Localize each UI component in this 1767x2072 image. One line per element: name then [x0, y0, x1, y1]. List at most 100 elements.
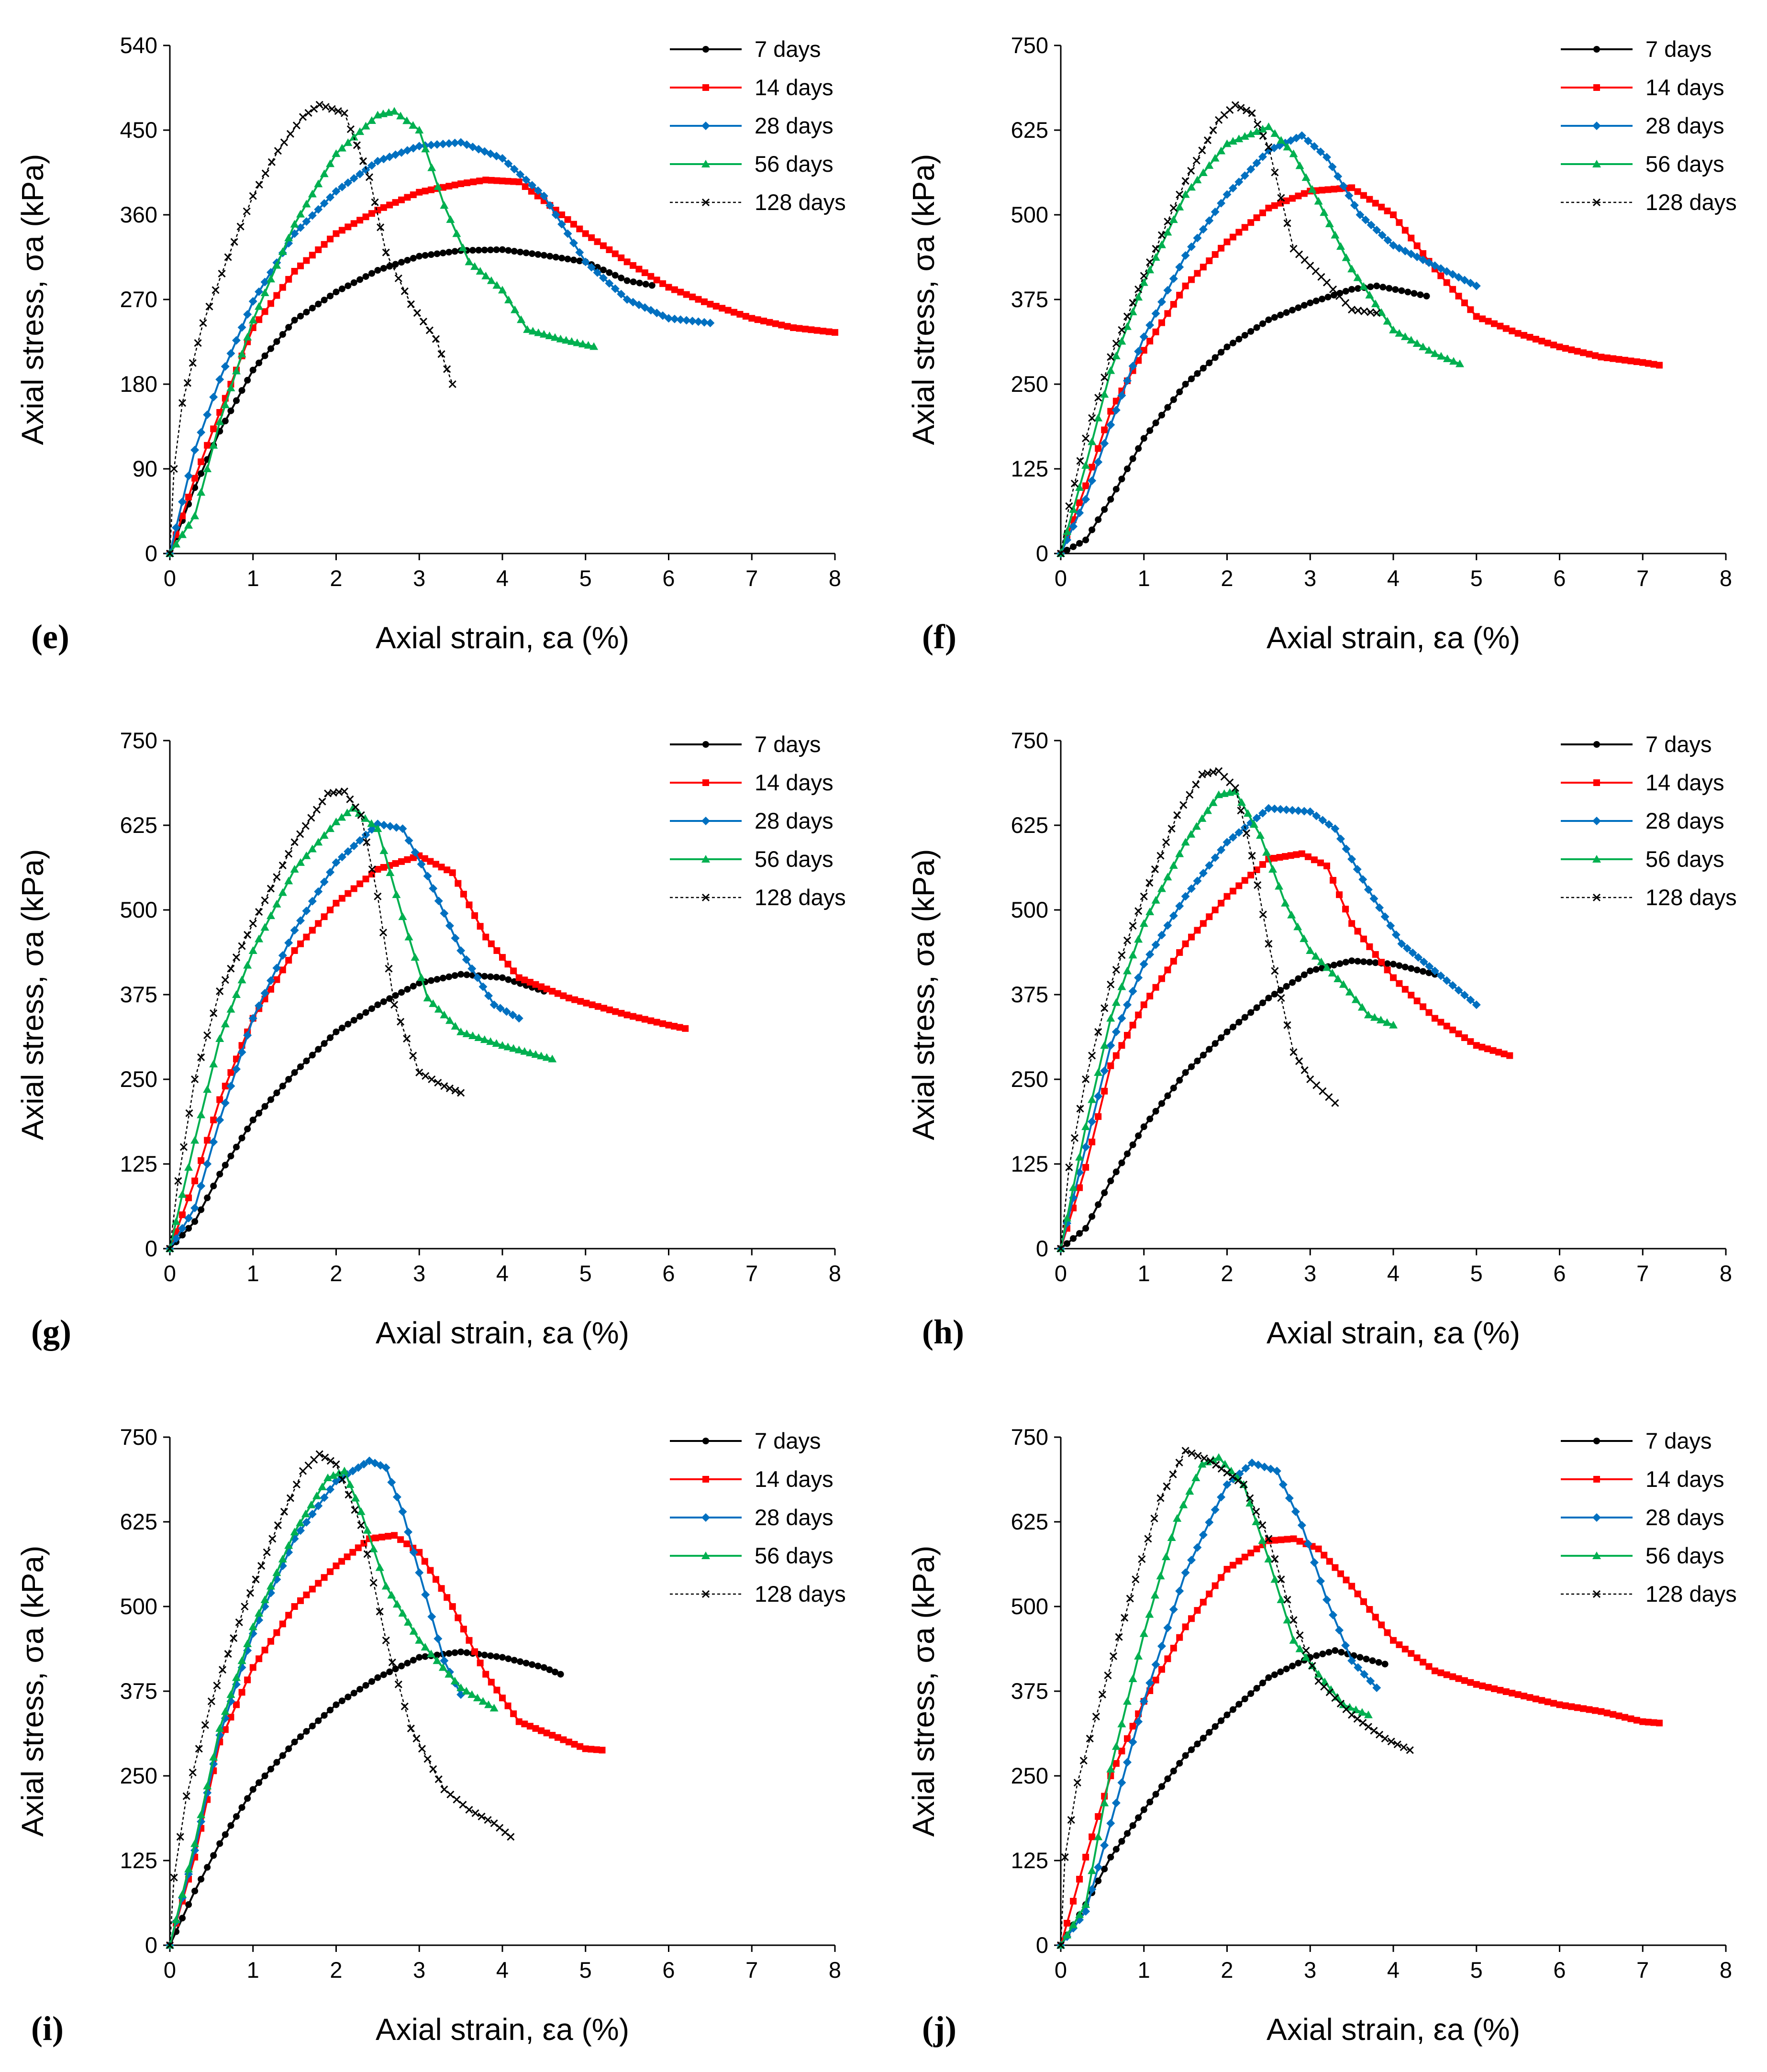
data-point [1264, 1554, 1273, 1562]
data-point [280, 138, 288, 146]
data-point [478, 982, 488, 991]
data-point [243, 332, 252, 341]
data-point [1206, 1590, 1213, 1597]
data-point [226, 1690, 235, 1698]
data-point [1229, 887, 1236, 895]
data-point [1396, 219, 1403, 226]
data-point [481, 973, 488, 980]
data-point [504, 961, 511, 968]
x-stroke [457, 1089, 465, 1097]
data-point [398, 259, 405, 266]
data-point [1615, 356, 1623, 363]
x-stroke [1283, 219, 1291, 227]
data-point [374, 1674, 381, 1681]
panel-label: (g) [31, 1313, 71, 1351]
x-stroke [1112, 966, 1120, 974]
x-tick-label: 8 [829, 1957, 841, 1983]
x-axis-title: Axial strain, εa (%) [376, 1316, 629, 1350]
x-stroke [359, 157, 367, 165]
data-point [467, 964, 477, 973]
data-point [179, 512, 186, 520]
legend-label: 128 days [1645, 1581, 1737, 1607]
data-point [573, 338, 582, 346]
data-point [1295, 250, 1303, 258]
data-point [1203, 806, 1212, 814]
data-point [1431, 1015, 1438, 1022]
data-point [1169, 861, 1178, 869]
data-point [514, 1014, 523, 1023]
data-point [1111, 1742, 1121, 1750]
data-point [1123, 1000, 1132, 1009]
x-stroke [304, 109, 312, 117]
data-point [1485, 318, 1492, 325]
data-point [1425, 969, 1433, 976]
data-point [1330, 877, 1337, 884]
x-tick-label: 8 [1720, 565, 1732, 591]
x-stroke [243, 207, 251, 215]
data-point [1106, 420, 1115, 429]
x-stroke [1592, 1590, 1601, 1598]
x-tick-label: 2 [1221, 1957, 1233, 1983]
data-point [1228, 137, 1237, 145]
data-point [1169, 911, 1178, 920]
data-point [1315, 1545, 1322, 1552]
data-point [428, 977, 435, 984]
data-point [695, 296, 702, 303]
x-tick-label: 4 [496, 1957, 509, 1983]
x-stroke [459, 1801, 467, 1809]
data-point [653, 1019, 660, 1026]
data-point [1436, 264, 1445, 273]
data-point [427, 1567, 434, 1574]
data-point [303, 933, 310, 941]
data-point [1112, 1052, 1120, 1059]
data-point [1067, 1816, 1075, 1824]
data-point [1181, 1447, 1189, 1455]
data-point [1423, 292, 1430, 299]
data-point [1265, 995, 1272, 1002]
data-point [260, 1595, 269, 1603]
x-stroke [1300, 1066, 1309, 1075]
data-point [416, 1549, 423, 1556]
data-point [1259, 861, 1266, 868]
data-point [1295, 1644, 1304, 1652]
data-point [1101, 1087, 1108, 1095]
data-point [1366, 959, 1373, 966]
x-stroke [1086, 1735, 1094, 1743]
x-stroke [1237, 807, 1245, 815]
data-point [190, 445, 200, 454]
data-point [198, 458, 205, 465]
data-point [457, 1648, 465, 1655]
x-axis-title: Axial strain, εa (%) [1267, 1316, 1520, 1350]
data-point [204, 442, 211, 449]
data-point [227, 407, 234, 414]
data-point [1277, 199, 1284, 207]
data-point [445, 249, 453, 256]
data-point [1075, 1152, 1084, 1161]
legend-marker [1593, 1476, 1600, 1483]
data-point [222, 1083, 229, 1090]
data-point [505, 976, 512, 983]
data-point [493, 947, 500, 954]
data-point [179, 1231, 186, 1239]
data-point [1443, 1022, 1450, 1030]
data-point [1295, 161, 1304, 169]
data-point [1615, 1712, 1623, 1719]
data-point [1372, 1683, 1381, 1692]
data-point [359, 157, 367, 165]
data-point [1164, 1655, 1171, 1662]
data-point [1134, 935, 1143, 943]
data-point [387, 1591, 396, 1599]
data-point [191, 475, 199, 482]
data-point [1157, 240, 1166, 248]
data-point [784, 323, 791, 330]
x-tick-label: 4 [496, 565, 509, 591]
data-point [315, 300, 322, 308]
data-point [1181, 190, 1190, 198]
data-point [244, 377, 251, 384]
data-point [1550, 342, 1557, 349]
data-point [1199, 869, 1208, 878]
data-point [394, 274, 402, 282]
data-point [261, 1103, 268, 1110]
data-point [340, 787, 348, 796]
data-point [1223, 238, 1231, 245]
